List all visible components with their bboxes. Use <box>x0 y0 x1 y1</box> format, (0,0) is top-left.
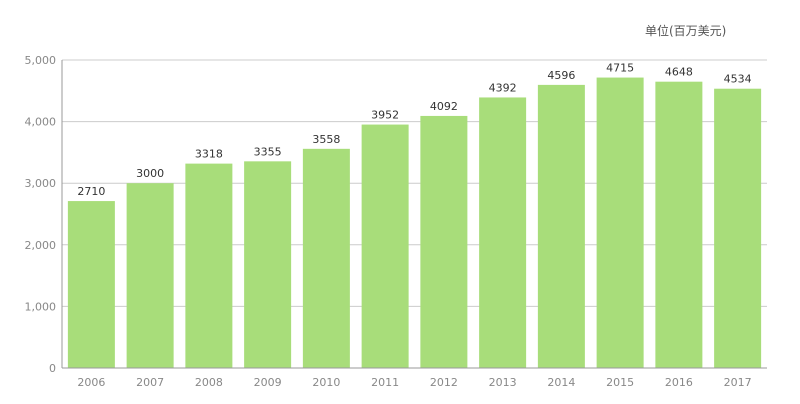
data-label: 4092 <box>430 100 458 113</box>
x-tick-label: 2009 <box>254 376 282 389</box>
x-tick-label: 2012 <box>430 376 458 389</box>
data-label: 3355 <box>254 145 282 158</box>
bars <box>67 77 762 369</box>
bar <box>596 77 644 368</box>
x-tick-label: 2010 <box>312 376 340 389</box>
data-label: 4715 <box>606 62 634 75</box>
unit-label: 单位(百万美元) <box>645 24 727 38</box>
x-tick-label: 2007 <box>136 376 164 389</box>
data-labels: 2710 3000 3318 3355 3558 3952 4092 4392 4596 4715… <box>77 62 751 199</box>
bar <box>537 84 585 368</box>
data-label: 4392 <box>489 81 517 94</box>
bar <box>714 88 762 368</box>
x-tick-label: 2006 <box>77 376 105 389</box>
x-tick-label: 2016 <box>665 376 693 389</box>
x-tick-label: 2014 <box>547 376 575 389</box>
x-tick-label: 2015 <box>606 376 634 389</box>
data-label: 4596 <box>547 69 575 82</box>
data-label: 4648 <box>665 66 693 79</box>
data-label: 4534 <box>724 73 752 86</box>
axes <box>61 60 767 369</box>
bar <box>302 148 350 368</box>
data-label: 2710 <box>77 185 105 198</box>
y-tick-label: 1,000 <box>25 300 57 313</box>
bar <box>420 115 468 368</box>
bar <box>185 163 233 368</box>
x-tick-label: 2017 <box>724 376 752 389</box>
bar <box>655 81 703 368</box>
x-axis-tick-labels: 2006 2007 2008 2009 2010 2011 2012 2013 2014 2015… <box>77 376 751 389</box>
bar <box>244 161 292 368</box>
y-tick-label: 2,000 <box>25 239 57 252</box>
bar <box>361 124 409 369</box>
x-tick-label: 2011 <box>371 376 399 389</box>
y-tick-label: 4,000 <box>25 116 57 129</box>
bar <box>67 201 115 368</box>
data-label: 3318 <box>195 148 223 161</box>
y-tick-label: 3,000 <box>25 177 57 190</box>
data-label: 3558 <box>312 133 340 146</box>
x-tick-label: 2013 <box>489 376 517 389</box>
y-tick-label: 0 <box>49 362 56 375</box>
bar <box>479 97 527 369</box>
y-tick-label: 5,000 <box>25 54 57 67</box>
x-tick-label: 2008 <box>195 376 223 389</box>
y-axis-tick-labels: 0 1,000 2,000 3,000 4,000 5,000 <box>25 54 57 375</box>
data-label: 3000 <box>136 167 164 180</box>
gridlines <box>62 59 767 307</box>
bar <box>126 183 174 368</box>
data-label: 3952 <box>371 109 399 122</box>
